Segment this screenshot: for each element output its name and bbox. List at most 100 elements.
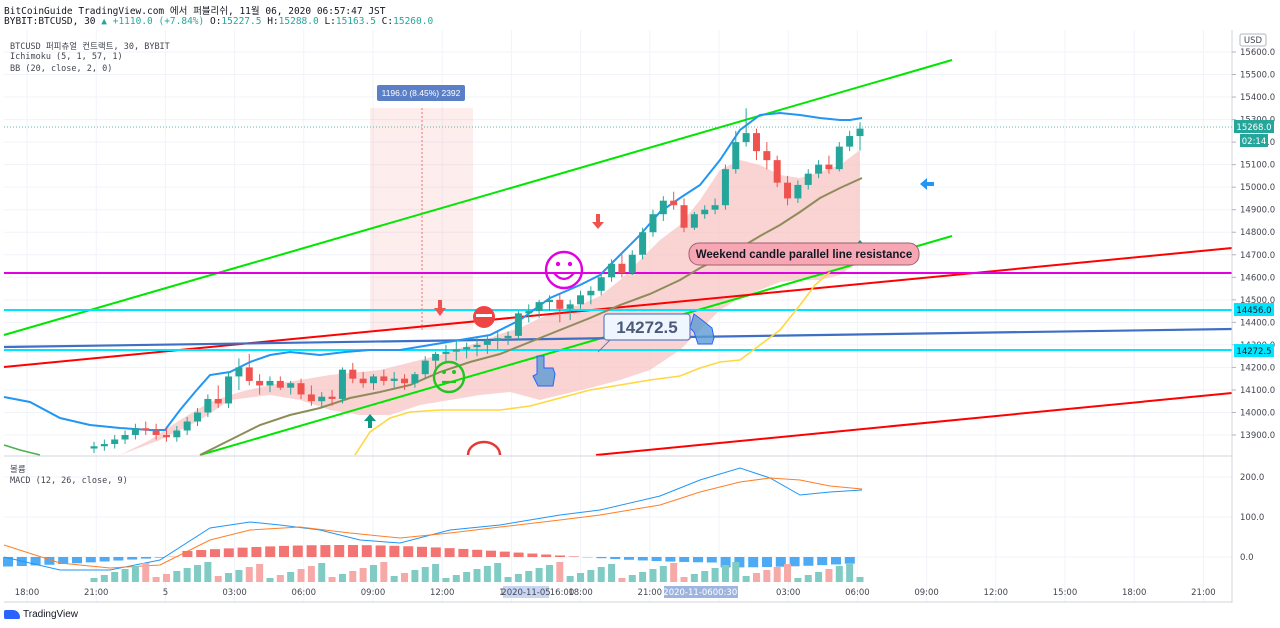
candle-body <box>432 353 440 361</box>
candle-body <box>152 430 160 435</box>
macd-histogram-bar <box>348 545 358 557</box>
volume-bar <box>639 572 647 582</box>
macd-histogram-bar <box>403 546 414 557</box>
macd-tick-label: 100.0 <box>1240 513 1264 523</box>
macd-histogram-bar <box>706 557 717 563</box>
candle-body <box>711 205 719 210</box>
volume-bar <box>628 575 636 582</box>
time-tick-label: 03:00 <box>776 588 801 598</box>
volume-bar <box>359 568 367 582</box>
macd-histogram-bar <box>292 545 303 557</box>
macd-histogram-bar <box>375 545 386 557</box>
candle-body <box>732 142 740 170</box>
candle-body <box>100 444 108 447</box>
macd-histogram-bar <box>417 546 427 557</box>
macd-histogram-bar <box>596 557 607 559</box>
macd-histogram-bar <box>113 557 124 561</box>
time-tick-label: 5 <box>163 588 168 598</box>
macd-histogram-bar <box>513 552 524 557</box>
volume-bar <box>545 565 553 582</box>
candle-body <box>380 376 388 381</box>
legend-ichimoku[interactable]: Ichimoku (5, 1, 57, 1) <box>10 52 123 62</box>
candle-body <box>421 360 429 375</box>
volume-bar <box>721 565 729 582</box>
ichimoku-cloud <box>120 150 860 455</box>
candle-body <box>742 133 750 143</box>
macd-histogram-bar <box>665 557 676 562</box>
measure-label: 1196.0 (8.45%) 2392 <box>382 88 461 98</box>
candle-body <box>535 302 543 312</box>
candle-body <box>525 311 533 314</box>
ohlc-header: BYBIT:BTCUSD, 30 ▲ +1110.0 (+7.84%) O:15… <box>4 16 434 27</box>
macd-histogram-bar <box>265 546 276 557</box>
macd-pane <box>3 467 863 571</box>
price-axis[interactable]: 15600.015500.015400.015300.015200.015100… <box>1232 48 1275 441</box>
macd-histogram-bar <box>817 557 828 566</box>
price-tick-label: 14600.0 <box>1240 273 1275 283</box>
macd-histogram-bar <box>154 557 165 558</box>
macd-histogram-bar <box>141 557 151 559</box>
macd-histogram-bar <box>3 557 13 567</box>
symbol-label: BYBIT:BTCUSD, 30 <box>4 16 96 27</box>
volume-bar <box>287 572 295 582</box>
volume-bar <box>701 571 709 582</box>
volume-bar <box>256 564 264 582</box>
volume-bar <box>473 569 481 582</box>
volume-bar <box>649 569 657 582</box>
volume-bars <box>90 562 864 582</box>
macd-histogram-bar <box>803 557 814 566</box>
candle-body <box>473 344 481 348</box>
candle-body <box>494 338 502 341</box>
macd-line <box>3 467 863 571</box>
legend-volume[interactable]: 볼륨 <box>10 465 26 475</box>
volume-bar <box>618 578 626 582</box>
candle-body <box>183 421 191 431</box>
currency-label: USD <box>1244 36 1263 46</box>
volume-bar <box>245 567 253 582</box>
time-tick-label: 12:00 <box>984 588 1009 598</box>
tradingview-logo[interactable]: TradingView <box>4 609 78 620</box>
macd-histogram-bar <box>279 545 289 557</box>
volume-bar <box>825 569 833 582</box>
legend-bb[interactable]: BB (20, close, 2, 0) <box>10 64 113 74</box>
candle-body <box>90 446 98 449</box>
volume-bar <box>856 577 864 582</box>
volume-bar <box>732 562 740 582</box>
candle-body <box>701 209 709 215</box>
candle-body <box>846 136 854 147</box>
candle-body <box>670 200 678 206</box>
macd-histogram-bar <box>30 557 41 566</box>
candle-body <box>359 378 367 384</box>
candle-body <box>214 398 222 404</box>
candle-body <box>608 263 616 278</box>
volume-bar <box>173 571 181 582</box>
candle-body <box>142 428 150 431</box>
candle-body <box>784 182 792 199</box>
macd-histogram-bar <box>679 557 690 562</box>
candle-body <box>173 430 181 438</box>
macd-histogram-bar <box>223 548 234 557</box>
volume-bar <box>597 567 605 582</box>
price-tick-label: 14900.0 <box>1240 206 1275 216</box>
callout-label: 14272.5 <box>616 318 677 337</box>
price-tick-label: 13900.0 <box>1240 431 1275 441</box>
macd-histogram-bar <box>58 557 69 565</box>
candle-body <box>587 290 595 296</box>
level-badge: 14456.0 <box>1236 306 1271 316</box>
candle-body <box>804 173 812 185</box>
measure-tool: 1196.0 (8.45%) 2392 <box>370 85 473 330</box>
candle-body <box>825 164 833 170</box>
legend-macd[interactable]: MACD (12, 26, close, 9) <box>10 476 128 486</box>
volume-bar <box>204 562 212 582</box>
cloud-area <box>120 150 860 455</box>
candle-body <box>131 428 139 435</box>
candle-body <box>225 376 233 404</box>
macd-histogram-bar <box>541 554 552 557</box>
candle-body <box>338 369 346 399</box>
candle-body <box>504 335 512 339</box>
candle-body <box>483 340 491 345</box>
candle-body <box>194 412 202 422</box>
time-tick-label: 18:00 <box>568 588 593 598</box>
arrow-down-icon <box>592 214 604 229</box>
